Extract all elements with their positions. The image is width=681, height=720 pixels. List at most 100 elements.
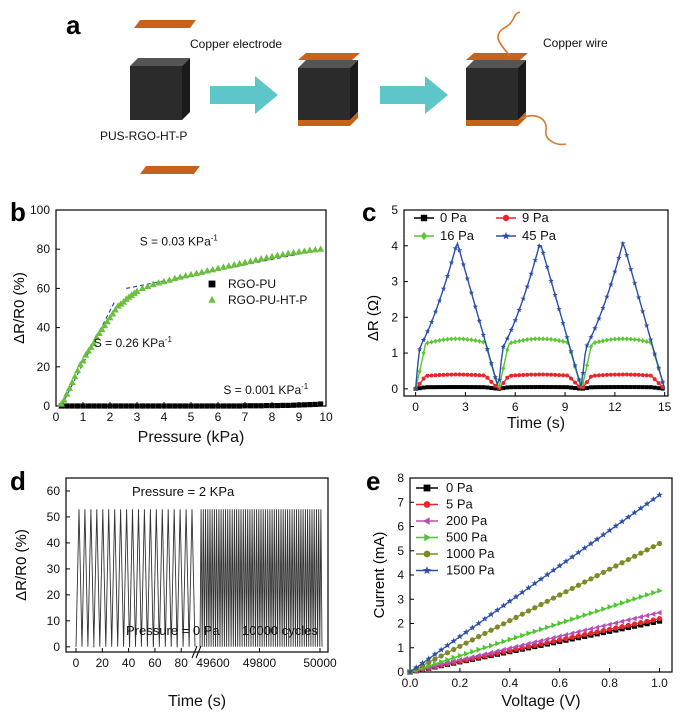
data-point: [656, 386, 661, 391]
data-point: [651, 589, 657, 596]
data-point: [481, 373, 486, 378]
data-point: [220, 403, 226, 409]
data-point: [640, 385, 645, 390]
data-point: [469, 372, 474, 377]
legend-marker: [420, 214, 428, 222]
data-point: [526, 630, 532, 637]
data-point: [513, 339, 518, 345]
data-point: [429, 373, 434, 378]
x-tick-label: 0: [53, 410, 60, 424]
data-point: [540, 249, 546, 256]
data-point: [632, 372, 637, 377]
x-tick-label: 8: [269, 410, 276, 424]
data-point: [96, 403, 102, 409]
data-point: [600, 569, 606, 575]
data-point: [580, 380, 585, 386]
data-point: [463, 655, 469, 662]
data-point: [626, 598, 632, 604]
data-point: [155, 279, 163, 286]
data-point: [501, 380, 506, 385]
data-point: [129, 403, 135, 409]
data-point: [588, 334, 594, 340]
data-point: [102, 403, 108, 409]
copper-electrode-label: Copper electrode: [190, 37, 282, 51]
data-point: [420, 337, 427, 343]
legend-marker: [502, 214, 510, 222]
data-point: [425, 373, 430, 378]
y-tick-label: 60: [47, 484, 61, 498]
data-point: [464, 650, 470, 657]
data-point: [513, 385, 518, 390]
data-point: [485, 375, 490, 380]
y-tick-label: 1: [397, 641, 404, 655]
plot-frame: [403, 209, 669, 397]
data-point: [204, 403, 210, 409]
data-point: [433, 385, 438, 390]
data-point: [628, 266, 634, 272]
data-point: [457, 643, 463, 649]
data-point: [525, 608, 532, 614]
data-point: [604, 372, 609, 377]
data-point: [456, 247, 463, 253]
y-tick-label: 0: [53, 640, 60, 654]
data-point: [613, 602, 619, 608]
data-point: [187, 270, 195, 278]
data-point: [92, 333, 101, 340]
data-point: [636, 385, 641, 390]
data-point: [269, 403, 275, 409]
y-axis-label: ΔR (Ω): [365, 295, 382, 341]
data-point: [475, 619, 482, 627]
x-tick-label: 4: [161, 410, 168, 424]
y-tick-label: 3: [391, 275, 398, 289]
data-point: [624, 336, 629, 342]
y-tick-label: 40: [47, 536, 61, 550]
data-point: [644, 591, 651, 598]
data-point: [439, 658, 445, 665]
data-point: [560, 320, 566, 326]
data-point: [445, 336, 450, 342]
data-point: [473, 337, 478, 344]
data-point: [133, 287, 141, 294]
data-point: [139, 403, 145, 409]
data-point: [524, 283, 530, 289]
data-point: [636, 294, 642, 300]
data-point: [489, 379, 494, 384]
data-point: [452, 245, 459, 251]
data-point: [550, 566, 557, 573]
data-point: [637, 504, 644, 511]
data-point: [620, 336, 625, 342]
data-point: [517, 338, 522, 344]
data-point: [318, 401, 324, 407]
sponge-cube-3: [466, 53, 528, 126]
data-point: [588, 610, 595, 616]
x-tick-label: 6: [215, 410, 222, 424]
x-tick-label: 60: [148, 656, 162, 670]
data-point: [525, 385, 530, 390]
process-arrow-1: [210, 76, 278, 114]
data-point: [538, 601, 544, 608]
data-point: [632, 336, 637, 343]
data-point: [210, 403, 216, 409]
data-point: [656, 616, 663, 622]
data-point: [521, 385, 526, 390]
data-point: [628, 372, 633, 377]
data-point: [575, 549, 582, 556]
data-point: [109, 310, 117, 317]
data-point: [448, 259, 455, 265]
data-point: [247, 403, 253, 409]
data-point: [656, 381, 661, 386]
data-point: [63, 390, 71, 397]
y-tick-label: 60: [37, 281, 51, 295]
data-point: [425, 655, 432, 662]
chart-e: 0.0 0.2 0.4 0.6 0.8 1.0 0 1 2 3 4 5 6 7 8 Voltage (V) Cu…: [371, 471, 673, 710]
data-point: [412, 386, 419, 392]
data-point: [463, 640, 469, 646]
data-point: [440, 285, 447, 291]
data-point: [608, 281, 614, 287]
legend-label: 500 Pa: [446, 530, 488, 545]
data-point: [188, 403, 194, 409]
data-point: [465, 385, 470, 390]
data-point: [75, 403, 81, 409]
data-point: [521, 372, 526, 377]
data-point: [537, 637, 544, 644]
